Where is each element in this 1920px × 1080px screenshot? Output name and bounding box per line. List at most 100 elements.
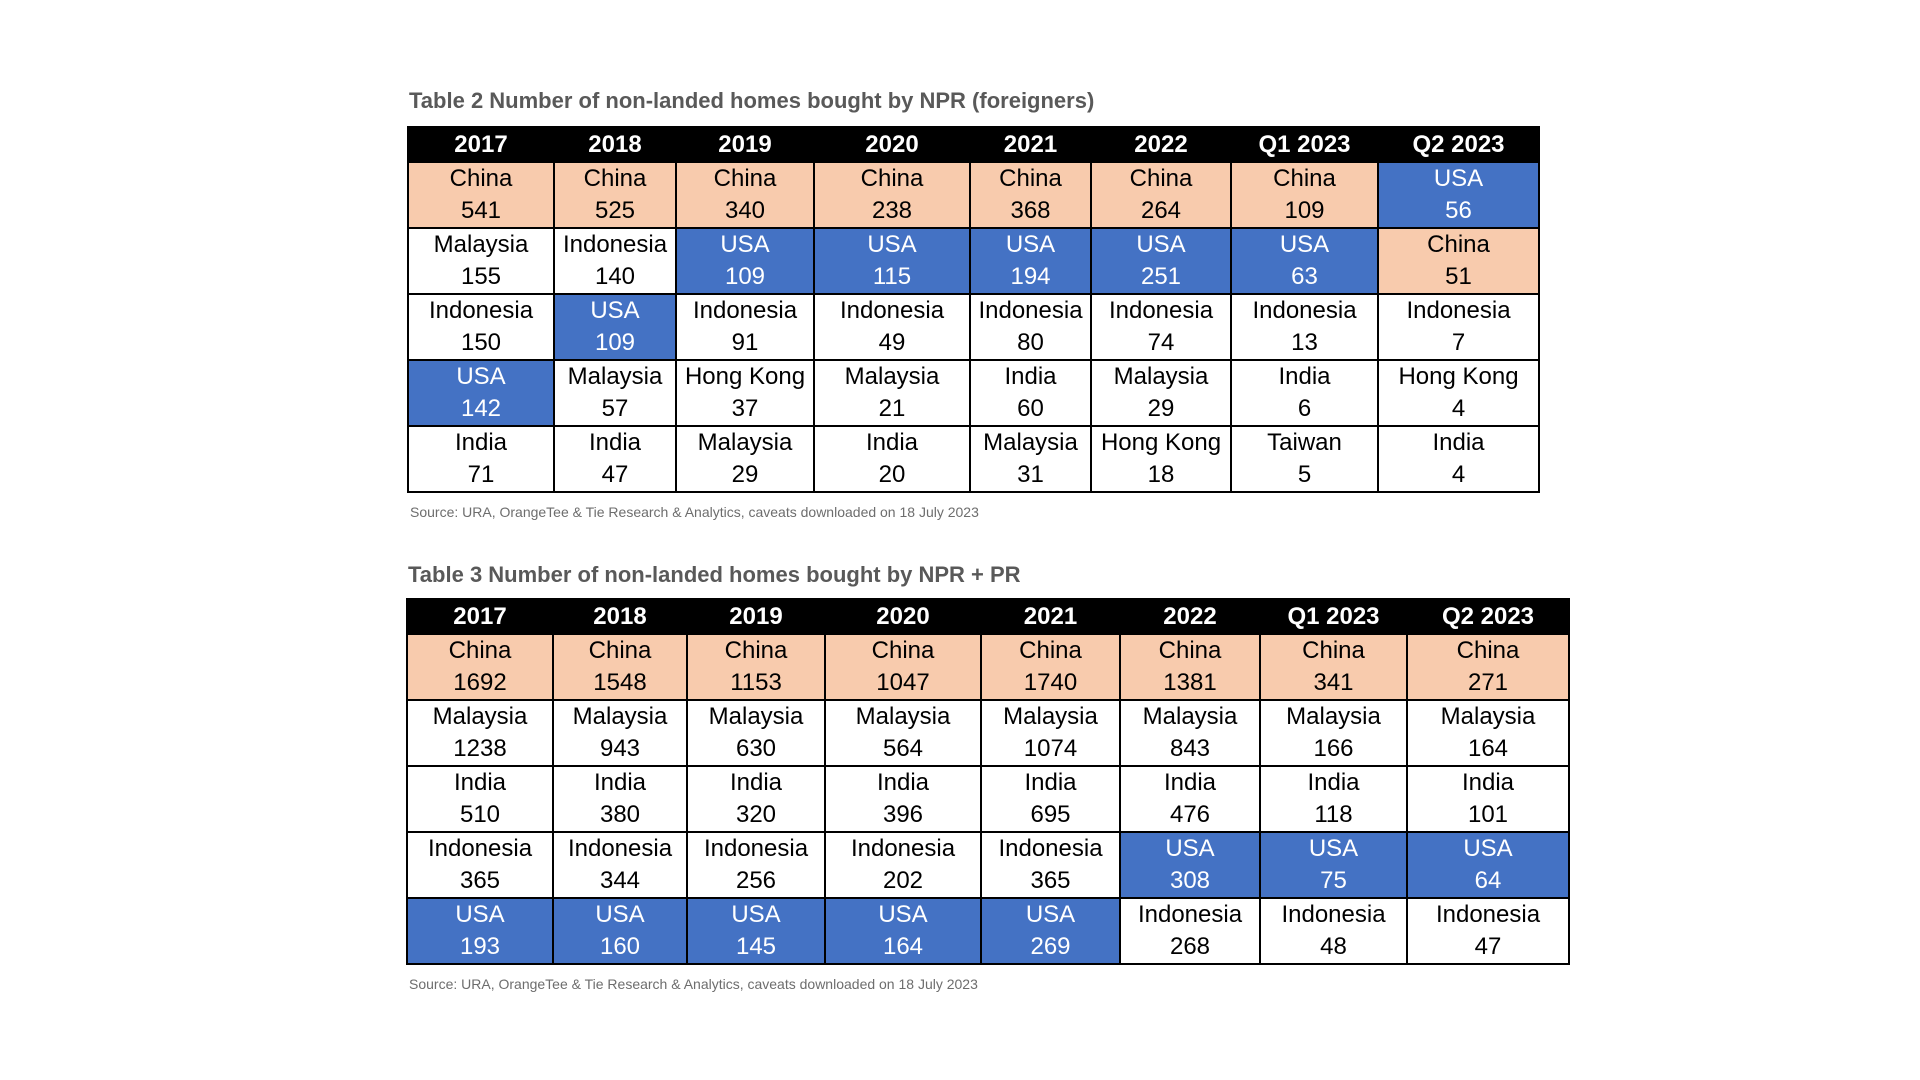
table-cell: China 1548 xyxy=(552,633,688,701)
country-name: USA xyxy=(878,901,928,928)
country-name: Indonesia xyxy=(1137,901,1243,928)
column-header: 2020 xyxy=(813,127,971,162)
home-count: 21 xyxy=(878,395,906,422)
home-count: 140 xyxy=(594,263,636,290)
table-cell: Malaysia 1238 xyxy=(406,699,554,767)
table-cell: China 109 xyxy=(1230,161,1379,229)
country-name: China xyxy=(1427,231,1490,258)
country-name: Malaysia xyxy=(844,363,940,390)
home-count: 115 xyxy=(872,263,912,290)
table-cell: India 101 xyxy=(1406,765,1570,833)
home-count: 341 xyxy=(1313,669,1354,696)
table-cell: India 320 xyxy=(686,765,826,833)
home-count: 1153 xyxy=(730,669,782,696)
home-count: 91 xyxy=(731,329,759,356)
table-cell: USA 64 xyxy=(1406,831,1570,899)
country-name: India xyxy=(1278,363,1331,390)
home-count: 56 xyxy=(1445,197,1472,224)
table-row: Indonesia 150 USA 109 Indonesia 91 Indonesia 49… xyxy=(407,293,1540,361)
table-cell: China 525 xyxy=(553,161,677,229)
table-cell: USA 145 xyxy=(686,897,826,965)
column-header: 2021 xyxy=(969,127,1092,162)
country-name: USA xyxy=(1165,835,1215,862)
column-header: 2021 xyxy=(980,599,1121,634)
table-cell: China 1153 xyxy=(686,633,826,701)
home-count: 695 xyxy=(1030,801,1071,828)
home-count: 164 xyxy=(1467,735,1509,762)
home-count: 118 xyxy=(1314,801,1353,828)
country-name: Malaysia xyxy=(567,363,663,390)
table-cell: Indonesia 365 xyxy=(406,831,554,899)
table-cell: USA 142 xyxy=(407,359,555,427)
home-count: 510 xyxy=(459,801,501,828)
table-row: Malaysia 1238 Malaysia 943 Malaysia 630 Malays… xyxy=(406,699,1570,767)
table-cell: China 341 xyxy=(1259,633,1408,701)
home-count: 380 xyxy=(599,801,641,828)
country-name: India xyxy=(1461,769,1515,796)
table-cell: Hong Kong 37 xyxy=(675,359,815,427)
country-name: USA xyxy=(1005,231,1056,258)
country-name: India xyxy=(453,769,507,796)
home-count: 1238 xyxy=(453,735,507,762)
home-count: 1047 xyxy=(876,669,930,696)
home-count: 843 xyxy=(1169,735,1211,762)
table-row: Indonesia 365 Indonesia 344 Indonesia 256 Indo… xyxy=(406,831,1570,899)
country-name: China xyxy=(449,165,513,192)
country-name: USA xyxy=(456,363,506,390)
table-cell: USA 269 xyxy=(980,897,1121,965)
table-cell: Malaysia 164 xyxy=(1406,699,1570,767)
country-name: USA xyxy=(1463,835,1513,862)
home-count: 5 xyxy=(1297,461,1312,488)
country-name: China xyxy=(1302,637,1365,664)
table-row: India 510 India 380 India 320 India 396 India 695… xyxy=(406,765,1570,833)
home-count: 80 xyxy=(1017,329,1044,356)
country-name: China xyxy=(860,165,924,192)
home-count: 202 xyxy=(882,867,924,894)
column-header: 2018 xyxy=(553,127,677,162)
home-count: 51 xyxy=(1445,263,1472,290)
home-count: 64 xyxy=(1474,867,1502,894)
table-cell: Malaysia 943 xyxy=(552,699,688,767)
table-cell: Taiwan 5 xyxy=(1230,425,1379,493)
home-count: 308 xyxy=(1169,867,1211,894)
home-count: 320 xyxy=(735,801,777,828)
home-count: 155 xyxy=(460,263,502,290)
table-cell: Indonesia 7 xyxy=(1377,293,1540,361)
table-cell: USA 251 xyxy=(1090,227,1232,295)
home-count: 4 xyxy=(1451,395,1466,422)
column-header: Q2 2023 xyxy=(1406,599,1570,634)
table-cell: China 1692 xyxy=(406,633,554,701)
country-name: Indonesia xyxy=(1252,297,1357,324)
country-name: Malaysia xyxy=(1286,703,1381,730)
country-name: Indonesia xyxy=(428,297,534,324)
table-cell: India 60 xyxy=(969,359,1092,427)
table-cell: China 264 xyxy=(1090,161,1232,229)
country-name: USA xyxy=(1433,165,1484,192)
home-count: 60 xyxy=(1017,395,1044,422)
table-cell: China 1740 xyxy=(980,633,1121,701)
table-cell: India 380 xyxy=(552,765,688,833)
country-name: USA xyxy=(1025,901,1076,928)
table-cell: Malaysia 843 xyxy=(1119,699,1261,767)
table-cell: Indonesia 47 xyxy=(1406,897,1570,965)
home-count: 160 xyxy=(599,933,641,960)
table-header: 2017 2018 2019 2020 2021 2022 Q1 2023 Q2 2023 xyxy=(406,599,1570,634)
column-header: 2018 xyxy=(552,599,688,634)
home-count: 256 xyxy=(735,867,777,894)
table-cell: China 368 xyxy=(969,161,1092,229)
home-count: 18 xyxy=(1147,461,1175,488)
table-cell: India 118 xyxy=(1259,765,1408,833)
home-count: 6 xyxy=(1297,395,1312,422)
table-3-section: Table 3 Number of non-landed homes bough… xyxy=(406,562,1570,992)
table-cell: India 695 xyxy=(980,765,1121,833)
table-cell: USA 164 xyxy=(824,897,982,965)
country-name: Malaysia xyxy=(1440,703,1536,730)
table-cell: Indonesia 80 xyxy=(969,293,1092,361)
table-cell: Indonesia 268 xyxy=(1119,897,1261,965)
table-cell: India 396 xyxy=(824,765,982,833)
home-count: 74 xyxy=(1147,329,1175,356)
table-cell: USA 109 xyxy=(553,293,677,361)
home-count: 57 xyxy=(601,395,629,422)
table-cell: Malaysia 31 xyxy=(969,425,1092,493)
country-name: Malaysia xyxy=(432,703,528,730)
